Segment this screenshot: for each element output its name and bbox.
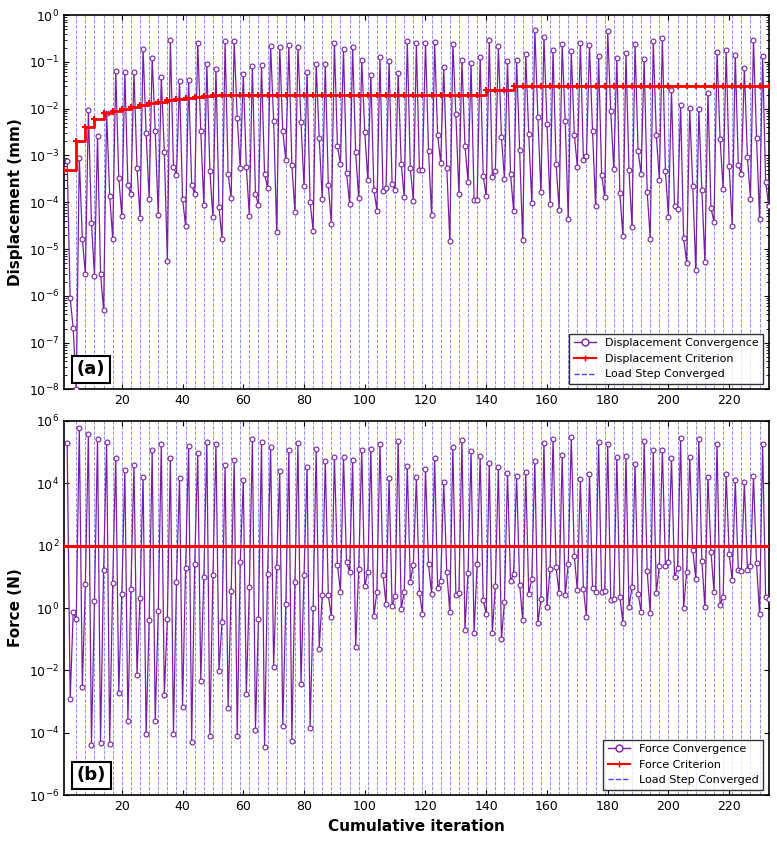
Legend: Displacement Convergence, Displacement Criterion, Load Step Converged: Displacement Convergence, Displacement C… (570, 333, 763, 384)
Text: (b): (b) (77, 766, 106, 784)
Text: (a): (a) (77, 360, 106, 378)
X-axis label: Cumulative iteration: Cumulative iteration (328, 818, 505, 834)
Y-axis label: Force (N): Force (N) (9, 568, 23, 647)
Legend: Force Convergence, Force Criterion, Load Step Converged: Force Convergence, Force Criterion, Load… (604, 739, 763, 790)
Y-axis label: Displacement (mm): Displacement (mm) (9, 119, 23, 286)
